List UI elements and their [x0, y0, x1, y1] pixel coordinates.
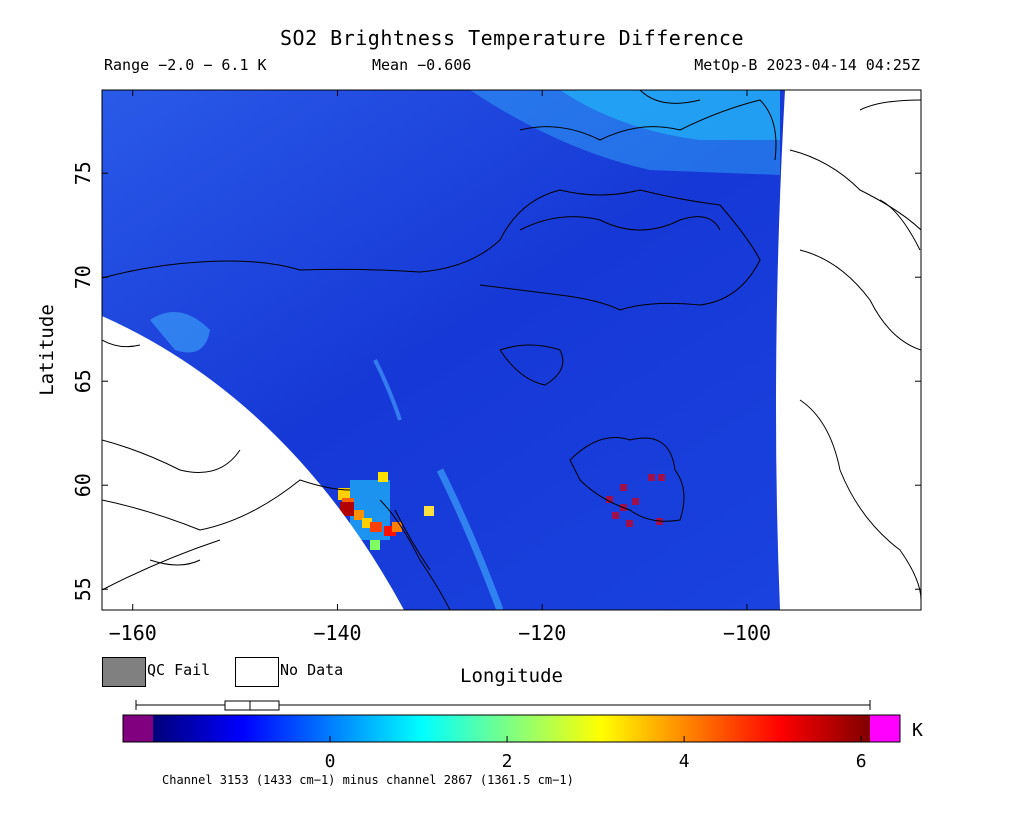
y-axis-label: Latitude	[36, 304, 58, 396]
y-tick-label: 65	[71, 369, 95, 393]
stripe-artifact	[373, 359, 402, 421]
qc-fail-label: QC Fail	[147, 661, 211, 679]
so2-plume	[338, 472, 434, 550]
y-tick-label: 60	[71, 473, 95, 497]
swath-edge-cyan	[560, 90, 780, 140]
stripe-artifact	[436, 468, 504, 610]
colorbar-tick-label: 0	[325, 751, 336, 772]
x-tick-label: −160	[109, 621, 157, 645]
x-tick-label: −140	[313, 621, 361, 645]
map-frame	[101, 89, 922, 611]
no-data-label: No Data	[280, 661, 344, 679]
swath-edge-patch	[150, 312, 210, 353]
colorbar: 0 2 4 6	[122, 700, 901, 772]
colorbar-tick-label: 4	[679, 751, 690, 772]
colorbar-frame	[122, 714, 901, 743]
qc-fail-swatch	[102, 657, 146, 687]
colorbar-unit: K	[912, 720, 923, 741]
colorbar-tick-label: 6	[856, 751, 867, 772]
x-tick-label: −100	[723, 621, 771, 645]
colorbar-tick-label: 2	[502, 751, 513, 772]
colorbar-over-swatch	[870, 715, 900, 742]
map-area	[102, 90, 921, 610]
colorbar-gradient	[153, 715, 870, 742]
no-data-region-east	[776, 90, 921, 610]
coastlines	[102, 90, 921, 610]
colorbar-under-swatch	[123, 715, 153, 742]
range-label: Range −2.0 − 6.1 K	[104, 56, 267, 74]
swath-edge-bright	[470, 90, 780, 175]
channel-footnote: Channel 3153 (1433 cm−1) minus channel 2…	[162, 773, 574, 787]
x-axis-label: Longitude	[460, 665, 563, 687]
no-data-swatch	[235, 657, 279, 687]
y-tick-label: 70	[71, 265, 95, 289]
chart-title: SO2 Brightness Temperature Difference	[279, 26, 745, 50]
no-data-region-west	[102, 316, 404, 610]
y-axis: 55 60 65 70 75	[71, 161, 921, 601]
mean-label: Mean −0.606	[372, 56, 472, 74]
colorbar-ticks: 0 2 4 6	[325, 736, 867, 772]
y-tick-label: 55	[71, 577, 95, 601]
x-axis: −160 −140 −120 −100	[109, 90, 771, 645]
satellite-time-label: MetOp-B 2023-04-14 04:25Z	[694, 56, 920, 74]
y-tick-label: 75	[71, 161, 95, 185]
x-tick-label: −120	[518, 621, 566, 645]
histogram-box	[224, 700, 280, 711]
